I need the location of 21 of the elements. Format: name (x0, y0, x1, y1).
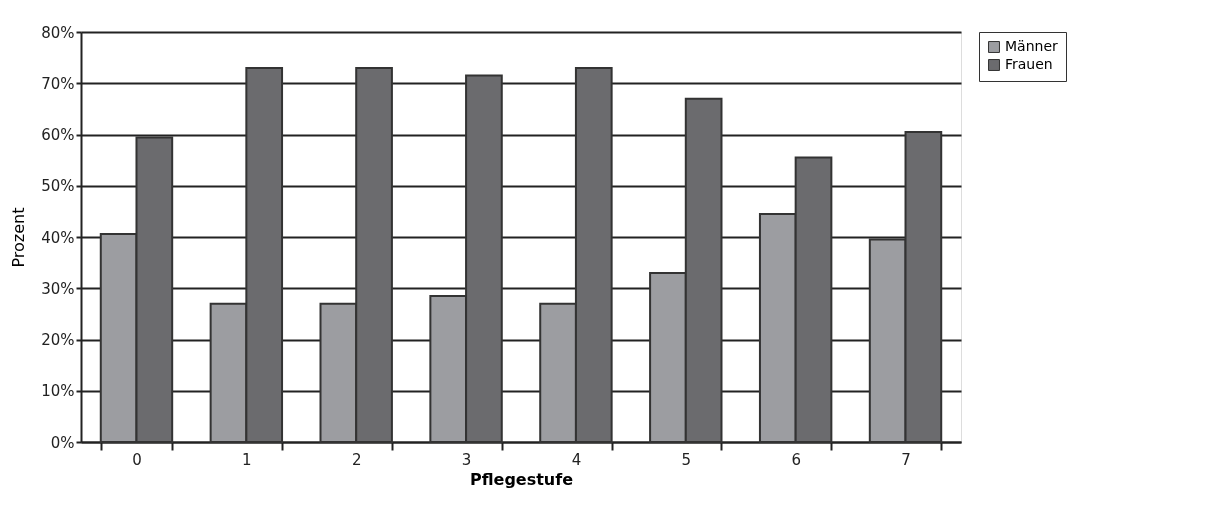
legend-label: Männer (1005, 38, 1059, 54)
x-tick-label: 7 (901, 450, 911, 469)
y-tick-label: 0% (50, 433, 75, 452)
y-tick-label: 50% (41, 177, 75, 196)
x-tick-label: 0 (132, 450, 142, 469)
x-tick-label: 2 (351, 450, 362, 469)
y-tick-label: 10% (41, 382, 75, 401)
x-tick-label: 1 (242, 450, 252, 469)
y-tick-label: 40% (41, 228, 75, 247)
x-tick-label: 5 (681, 450, 692, 469)
y-tick-label: 30% (41, 279, 75, 298)
y-axis-title: Prozent (9, 207, 29, 268)
y-tick-label: 60% (41, 126, 75, 144)
x-tick-label: 6 (791, 450, 801, 469)
y-tick-label: 20% (41, 331, 75, 349)
y-tick-label: 80% (41, 23, 75, 42)
legend-label: Frauen (1005, 56, 1053, 72)
x-axis-title: Pflegestufe (469, 469, 574, 489)
y-tick-label: 70% (41, 74, 75, 93)
x-tick-label: 4 (571, 450, 582, 469)
x-tick-label: 3 (461, 450, 472, 469)
